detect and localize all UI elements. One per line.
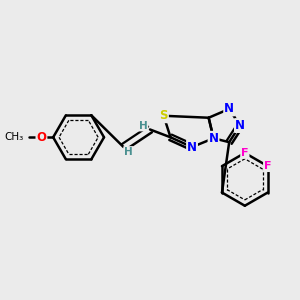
Text: H: H	[139, 121, 148, 130]
Text: H: H	[124, 147, 133, 157]
Text: N: N	[224, 102, 234, 116]
Text: O: O	[36, 131, 46, 144]
Text: F: F	[241, 148, 249, 158]
Text: N: N	[187, 141, 197, 154]
Text: CH₃: CH₃	[4, 132, 24, 142]
Text: N: N	[235, 119, 245, 132]
Text: S: S	[159, 109, 168, 122]
Text: N: N	[208, 132, 218, 145]
Text: F: F	[264, 161, 272, 171]
